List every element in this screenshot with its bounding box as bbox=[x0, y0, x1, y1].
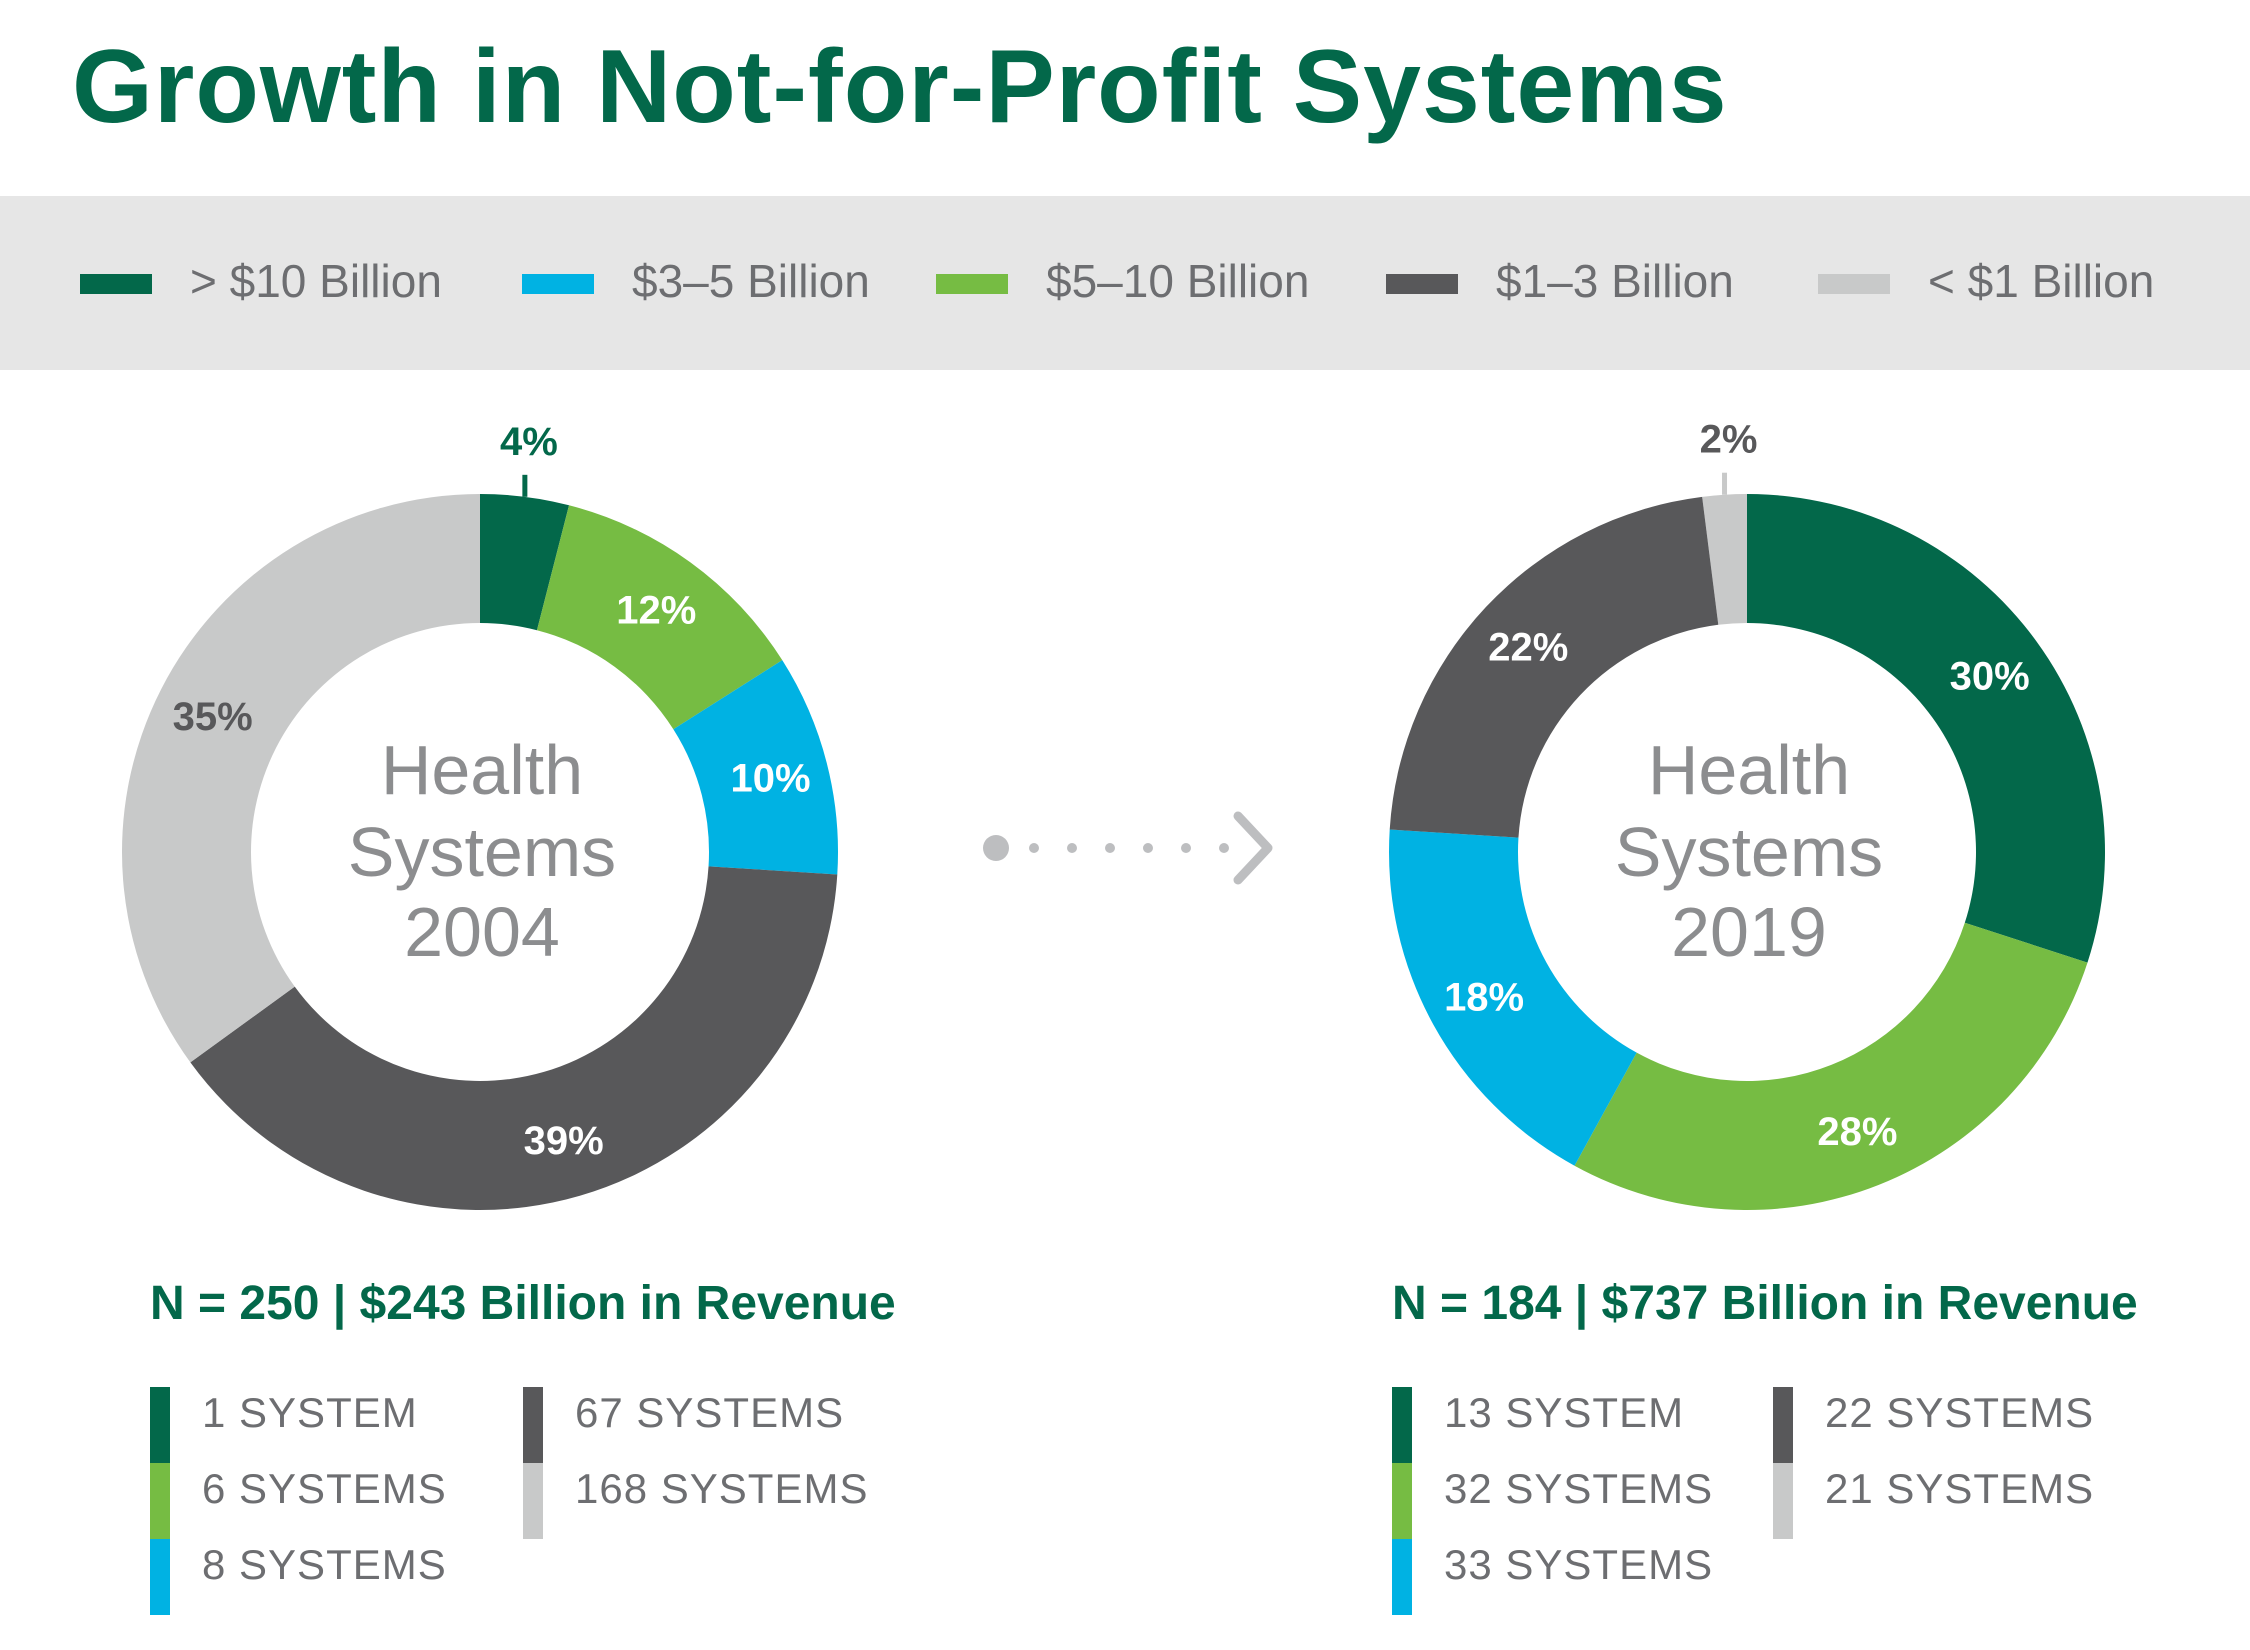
slice-2019-3 bbox=[1389, 496, 1719, 838]
slice-2004-0 bbox=[480, 494, 570, 631]
count-label-1-1: 32 SYSTEMS bbox=[1444, 1465, 1714, 1512]
summary-2019: N = 184 | $737 Billion in Revenue bbox=[1392, 1277, 2138, 1330]
legend: > $10 Billion $3–5 Billion $5–10 Billion… bbox=[0, 196, 2250, 370]
count-label-1-2: 33 SYSTEMS bbox=[1444, 1541, 1714, 1588]
center-label-2019-1: Systems bbox=[1615, 813, 1883, 891]
count-bar-1-1 bbox=[1392, 1463, 1412, 1539]
page-title: Growth in Not-for-Profit Systems bbox=[72, 29, 1728, 145]
count-bar-0-3 bbox=[523, 1387, 543, 1463]
legend-swatch-lt1 bbox=[1818, 274, 1890, 294]
pct-label-2019-4: 2% bbox=[1700, 418, 1758, 462]
center-label-2019-2: 2019 bbox=[1671, 893, 1827, 971]
legend-label-3-5: $3–5 Billion bbox=[632, 255, 870, 307]
legend-swatch-5-10 bbox=[936, 274, 1008, 294]
summary-2004: N = 250 | $243 Billion in Revenue bbox=[150, 1277, 896, 1330]
pct-label-2004-2: 10% bbox=[731, 756, 811, 800]
center-label-2004-0: Health bbox=[381, 731, 583, 809]
pct-label-2004-3: 39% bbox=[524, 1119, 604, 1163]
pct-label-2019-1: 28% bbox=[1817, 1110, 1897, 1154]
count-label-1-3: 22 SYSTEMS bbox=[1825, 1389, 2095, 1436]
count-bar-0-4 bbox=[523, 1463, 543, 1539]
slice-2004-2 bbox=[673, 660, 838, 875]
center-label-2019-0: Health bbox=[1648, 731, 1850, 809]
count-bar-1-0 bbox=[1392, 1387, 1412, 1463]
count-bar-1-3 bbox=[1773, 1387, 1793, 1463]
count-label-0-2: 8 SYSTEMS bbox=[202, 1541, 447, 1588]
center-label-2004-2: 2004 bbox=[404, 893, 560, 971]
count-label-0-3: 67 SYSTEMS bbox=[575, 1389, 845, 1436]
count-label-1-0: 13 SYSTEM bbox=[1444, 1389, 1685, 1436]
slice-2004-1 bbox=[536, 505, 783, 730]
legend-swatch-3-5 bbox=[522, 274, 594, 294]
legend-label-1-3: $1–3 Billion bbox=[1496, 255, 1734, 307]
count-bar-0-2 bbox=[150, 1539, 170, 1615]
count-label-0-1: 6 SYSTEMS bbox=[202, 1465, 447, 1512]
count-label-1-4: 21 SYSTEMS bbox=[1825, 1465, 2095, 1512]
pct-label-2004-0: 4% bbox=[500, 420, 558, 464]
count-label-0-0: 1 SYSTEM bbox=[202, 1389, 418, 1436]
count-bar-0-0 bbox=[150, 1387, 170, 1463]
pct-label-2019-2: 18% bbox=[1444, 976, 1524, 1020]
count-label-0-4: 168 SYSTEMS bbox=[575, 1465, 869, 1512]
legend-label-5-10: $5–10 Billion bbox=[1046, 255, 1310, 307]
slice-2019-2 bbox=[1389, 829, 1637, 1166]
count-bar-1-2 bbox=[1392, 1539, 1412, 1615]
slice-2004-3 bbox=[190, 866, 838, 1210]
dotted-arrow-right-icon bbox=[983, 811, 1273, 885]
pct-label-2019-0: 30% bbox=[1950, 655, 2030, 699]
slice-2019-0 bbox=[1747, 494, 2105, 963]
legend-label-lt1: < $1 Billion bbox=[1928, 255, 2155, 307]
legend-swatch-gt10 bbox=[80, 274, 152, 294]
count-bar-1-4 bbox=[1773, 1463, 1793, 1539]
count-bar-0-1 bbox=[150, 1463, 170, 1539]
legend-label-gt10: > $10 Billion bbox=[190, 255, 442, 307]
slice-2004-4 bbox=[121, 494, 480, 1063]
center-label-2004-1: Systems bbox=[348, 813, 616, 891]
pct-label-2019-3: 22% bbox=[1488, 626, 1568, 670]
slice-2019-1 bbox=[1574, 922, 2088, 1210]
pct-label-2004-4: 35% bbox=[173, 695, 253, 739]
legend-swatch-1-3 bbox=[1386, 274, 1458, 294]
pct-label-2004-1: 12% bbox=[616, 588, 696, 632]
slice-2019-4 bbox=[1702, 494, 1747, 625]
